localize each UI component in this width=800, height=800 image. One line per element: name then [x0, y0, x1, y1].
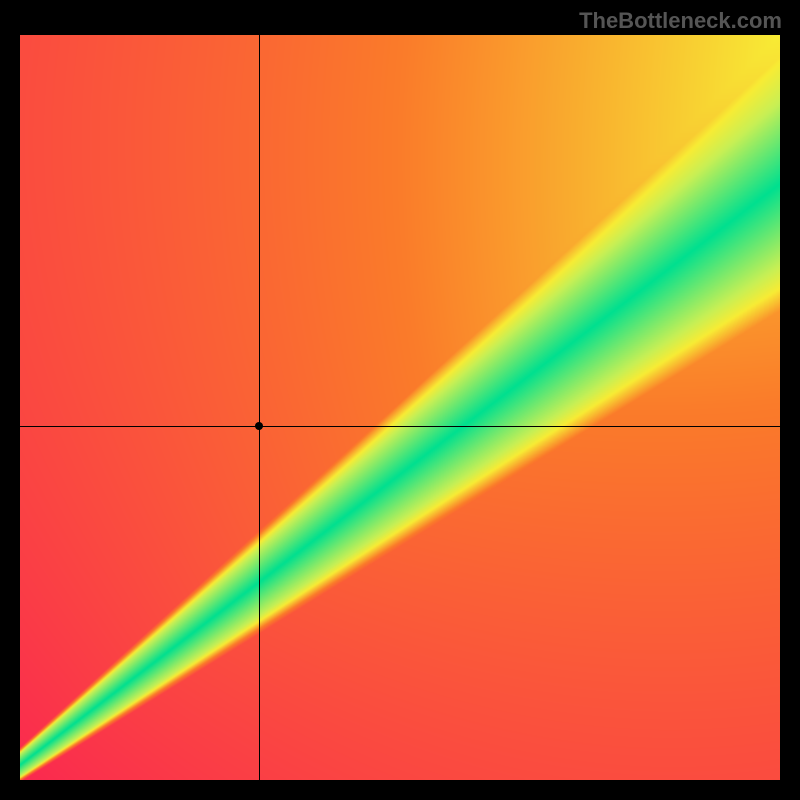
- watermark-text: TheBottleneck.com: [579, 8, 782, 34]
- heatmap-plot: [20, 35, 780, 780]
- crosshair-horizontal: [20, 426, 780, 427]
- crosshair-dot: [255, 422, 263, 430]
- heatmap-canvas: [20, 35, 780, 780]
- crosshair-vertical: [259, 35, 260, 780]
